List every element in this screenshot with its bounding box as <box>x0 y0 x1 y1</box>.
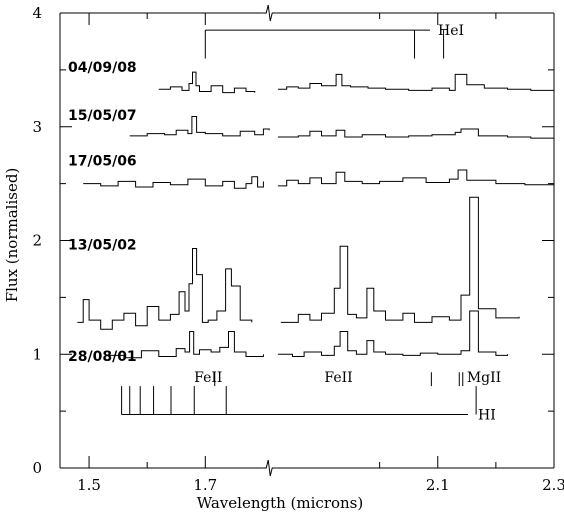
axis-break-bottom <box>262 459 277 477</box>
series-label: 17/05/06 <box>68 153 137 169</box>
x-tick-label: 2.3 <box>542 476 564 494</box>
y-tick-label: 4 <box>32 4 42 22</box>
marker-label: HeI <box>438 23 464 39</box>
series-line <box>77 248 253 330</box>
y-tick-label: 1 <box>32 345 42 363</box>
x-tick-label: 2.1 <box>426 476 450 494</box>
line-tick-label: FeII <box>324 370 352 386</box>
axis-break-top <box>262 4 277 22</box>
x-tick-label: 1.7 <box>193 476 217 494</box>
series-label: 28/08/01 <box>68 349 137 365</box>
series-label: 04/09/08 <box>68 60 137 76</box>
y-tick-label: 2 <box>32 232 42 250</box>
y-tick-label: 3 <box>32 118 42 136</box>
y-tick-label: 0 <box>32 459 42 477</box>
series-line <box>277 73 555 92</box>
series-line <box>158 71 256 94</box>
spectra-series <box>77 71 555 359</box>
x-axis-title: Wavelength (microns) <box>197 494 364 512</box>
x-tick-label: 1.5 <box>77 476 101 494</box>
line-markers <box>121 29 477 416</box>
y-axis-title: Flux (normalised) <box>3 168 21 303</box>
series-line <box>83 176 264 189</box>
axis-ticks: 1.5 1.7 2.1 2.3 0 1 2 3 4 <box>32 4 564 494</box>
series-label: 13/05/02 <box>68 238 137 254</box>
marker-label: HI <box>478 408 496 424</box>
chart-labels: 04/09/08 15/05/07 17/05/06 13/05/02 28/08/01… <box>68 23 501 423</box>
series-line <box>277 310 508 357</box>
series-line <box>277 128 555 140</box>
series-line <box>129 116 270 137</box>
line-tick-label: MgII <box>467 370 501 386</box>
series-label: 15/05/07 <box>68 108 137 124</box>
series-line <box>277 169 555 187</box>
line-tick-label: FeII <box>194 370 222 386</box>
series-line <box>106 331 264 359</box>
series-line <box>280 196 520 323</box>
